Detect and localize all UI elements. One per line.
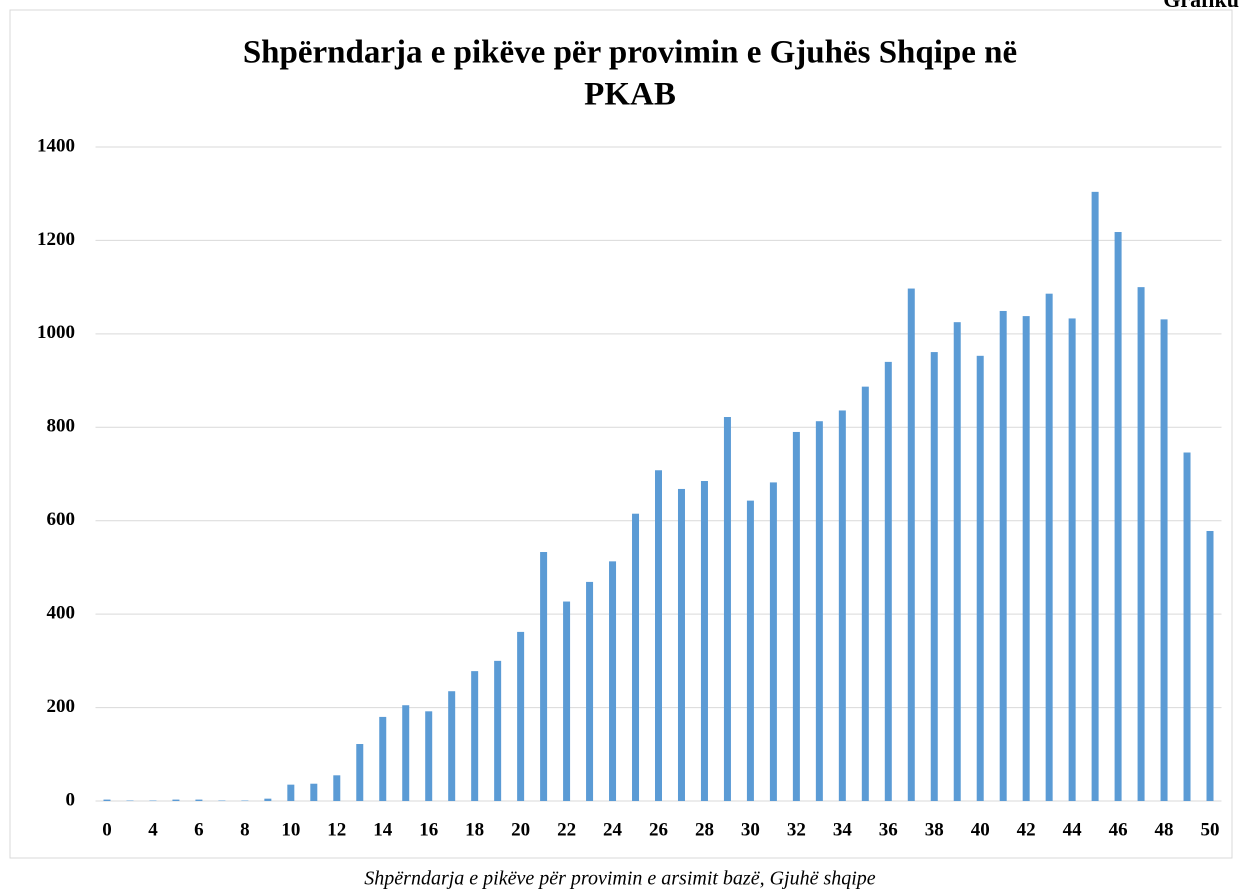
chart-title: PKAB bbox=[584, 77, 676, 113]
bar bbox=[1022, 316, 1030, 801]
x-tick-label: 8 bbox=[240, 819, 250, 840]
x-tick-label: 44 bbox=[1063, 819, 1083, 840]
x-tick-label: 40 bbox=[971, 819, 990, 840]
bar bbox=[425, 711, 433, 801]
x-tick-label: 4 bbox=[148, 819, 158, 840]
bar bbox=[976, 355, 984, 801]
corner-label: Grafiku bbox=[1163, 0, 1239, 12]
y-tick-label: 1000 bbox=[37, 322, 75, 343]
bar bbox=[999, 310, 1007, 801]
x-tick-label: 36 bbox=[879, 819, 898, 840]
chart-border bbox=[9, 9, 1233, 859]
x-tick-label: 16 bbox=[419, 819, 438, 840]
bar bbox=[287, 784, 295, 801]
bar bbox=[563, 601, 571, 801]
bar bbox=[379, 716, 387, 801]
x-tick-label: 50 bbox=[1201, 819, 1220, 840]
bar bbox=[494, 660, 502, 801]
x-tick-label: 18 bbox=[465, 819, 484, 840]
bar bbox=[471, 671, 479, 801]
x-tick-label: 10 bbox=[281, 819, 300, 840]
x-tick-label: 20 bbox=[511, 819, 530, 840]
y-tick-label: 800 bbox=[47, 416, 76, 437]
bar bbox=[1045, 293, 1053, 801]
bar bbox=[1114, 232, 1122, 801]
y-tick-label: 0 bbox=[66, 789, 76, 810]
bar bbox=[815, 421, 823, 801]
x-tick-label: 46 bbox=[1109, 819, 1128, 840]
bar bbox=[310, 783, 318, 801]
bar bbox=[746, 500, 754, 801]
bar bbox=[586, 581, 594, 801]
x-tick-label: 26 bbox=[649, 819, 668, 840]
x-tick-label: 42 bbox=[1017, 819, 1036, 840]
caption: Shpërndarja e pikëve për provimin e arsi… bbox=[364, 868, 876, 890]
x-tick-label: 48 bbox=[1155, 819, 1174, 840]
y-tick-label: 1400 bbox=[37, 135, 75, 156]
bar bbox=[907, 288, 915, 801]
x-tick-label: 22 bbox=[557, 819, 576, 840]
bar bbox=[792, 431, 800, 801]
bar bbox=[861, 386, 869, 801]
bar bbox=[517, 631, 525, 801]
x-tick-label: 6 bbox=[194, 819, 204, 840]
bar bbox=[264, 798, 272, 801]
y-tick-label: 600 bbox=[47, 509, 76, 530]
bar bbox=[1206, 530, 1214, 801]
bar bbox=[1068, 318, 1076, 801]
bar bbox=[677, 488, 685, 801]
x-tick-label: 28 bbox=[695, 819, 714, 840]
bar bbox=[632, 513, 640, 801]
bar bbox=[1091, 191, 1099, 802]
bar bbox=[1160, 319, 1168, 801]
bar bbox=[356, 744, 364, 801]
x-tick-label: 30 bbox=[741, 819, 760, 840]
x-tick-label: 0 bbox=[102, 819, 112, 840]
chart-title: Shpërndarja e pikëve për provimin e Gjuh… bbox=[243, 35, 1017, 71]
bar bbox=[402, 705, 410, 801]
bar bbox=[884, 361, 892, 801]
bar bbox=[195, 799, 203, 801]
y-tick-label: 200 bbox=[47, 696, 76, 717]
bar bbox=[609, 561, 617, 801]
bar bbox=[769, 482, 777, 801]
x-tick-label: 24 bbox=[603, 819, 623, 840]
bar bbox=[700, 481, 708, 801]
bar bbox=[540, 552, 548, 801]
bar bbox=[655, 470, 662, 801]
bar bbox=[838, 410, 846, 801]
x-tick-label: 12 bbox=[327, 819, 346, 840]
bar bbox=[723, 417, 731, 801]
bar bbox=[930, 352, 938, 801]
x-tick-label: 34 bbox=[833, 819, 853, 840]
y-tick-label: 400 bbox=[47, 603, 76, 624]
bar bbox=[953, 322, 961, 801]
bar bbox=[172, 799, 180, 801]
bar bbox=[103, 799, 111, 801]
bar bbox=[333, 775, 341, 801]
y-tick-label: 1200 bbox=[37, 229, 75, 250]
bar bbox=[448, 691, 456, 801]
x-tick-label: 32 bbox=[787, 819, 806, 840]
bar bbox=[1183, 452, 1191, 801]
x-tick-label: 38 bbox=[925, 819, 944, 840]
bar bbox=[1137, 287, 1145, 802]
x-tick-label: 14 bbox=[373, 819, 393, 840]
